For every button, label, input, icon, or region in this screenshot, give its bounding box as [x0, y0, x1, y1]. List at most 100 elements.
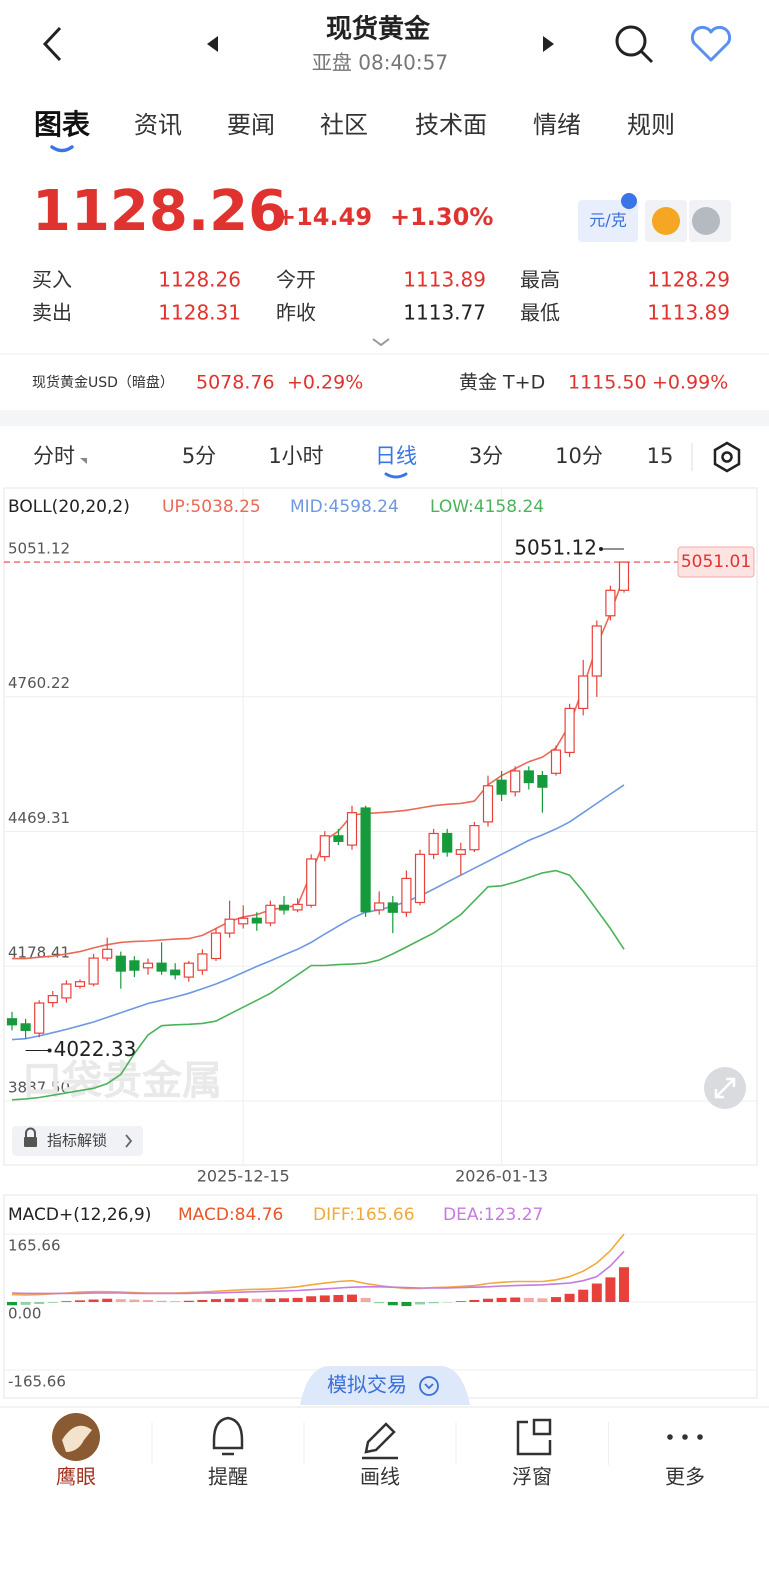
unit-button[interactable]: [578, 200, 638, 242]
stat-value: 1128.26: [158, 268, 241, 292]
nav-label[interactable]: 提醒: [208, 1465, 248, 1489]
candle-body: [170, 969, 181, 976]
y-tick-label: 5051.12: [8, 540, 70, 558]
nav-label[interactable]: 更多: [665, 1465, 705, 1489]
macd-bar: [292, 1297, 303, 1302]
candle-body: [537, 774, 548, 788]
macd-bar: [605, 1277, 616, 1302]
indicator-line: [11, 869, 625, 1101]
period[interactable]: 分时: [33, 444, 75, 468]
trade-label: 模拟交易: [327, 1373, 407, 1397]
stat-label: 买入: [32, 268, 72, 292]
macd-bar: [333, 1295, 344, 1302]
candle-body: [346, 812, 358, 846]
separator-band: [0, 410, 769, 426]
search-button[interactable]: [615, 25, 654, 64]
candle-body: [319, 835, 330, 858]
macd-bar: [75, 1300, 85, 1302]
macd-bar: [374, 1302, 385, 1304]
macd-bar: [591, 1283, 602, 1302]
related-change: +0.29%: [287, 372, 363, 394]
y-tick-label: 4760.22: [8, 674, 70, 692]
candle-body: [618, 561, 630, 591]
macd-bar: [319, 1295, 330, 1302]
expand-chevron[interactable]: [372, 338, 390, 347]
period[interactable]: 日线: [375, 444, 417, 468]
chart-frame: [3, 487, 758, 1166]
prev-button[interactable]: [207, 36, 218, 52]
chevron: [125, 1134, 133, 1148]
favorite-button[interactable]: [690, 25, 732, 62]
related-change: +0.99%: [652, 372, 728, 394]
indicator-title: MACD+(12,26,9): [8, 1205, 151, 1225]
change: +14.49: [276, 203, 372, 231]
candle-body: [442, 832, 453, 853]
draw-icon: [362, 1422, 398, 1460]
period[interactable]: 10分: [555, 444, 603, 468]
y-tick-label: 0.00: [8, 1305, 41, 1323]
more-icon: [667, 1434, 673, 1440]
nav-label[interactable]: 鹰眼: [56, 1465, 96, 1489]
unlock-button[interactable]: [12, 1126, 143, 1156]
period[interactable]: 5分: [182, 444, 216, 468]
candle-body: [278, 904, 290, 911]
tab[interactable]: 图表: [34, 108, 90, 141]
stat-label: 最高: [520, 268, 560, 292]
related-name[interactable]: 现货黄金USD（暗盘）: [32, 374, 174, 391]
related-name[interactable]: 黄金 T+D: [459, 372, 545, 394]
macd-bar: [564, 1293, 575, 1302]
macd-bar: [523, 1297, 534, 1302]
tab[interactable]: 社区: [320, 111, 368, 139]
stat-value: 1113.89: [403, 268, 486, 292]
candle-body: [496, 779, 507, 795]
stat-label: 昨收: [276, 301, 316, 325]
candle-body: [183, 962, 194, 978]
bottom-nav: 鹰眼 提醒 画线 浮窗 更多: [56, 1422, 705, 1489]
x-tick-label: 2025-12-15: [197, 1167, 290, 1186]
search-icon: [615, 25, 647, 57]
nav-label[interactable]: 画线: [360, 1465, 400, 1489]
trade-icon: [424, 1383, 434, 1390]
stats: 买入 1128.26 今开 1113.89 最高 1128.29 卖出 1128.31 昨收 11…: [32, 268, 730, 325]
indicator-line: [11, 784, 625, 1041]
candle-body: [224, 918, 235, 934]
price: 1128.26: [32, 179, 287, 244]
tab[interactable]: 要闻: [227, 111, 275, 139]
tab[interactable]: 情绪: [533, 111, 581, 139]
macd-bar: [360, 1297, 371, 1302]
macd-bar: [347, 1294, 357, 1302]
tab[interactable]: 规则: [627, 111, 675, 139]
candle-body: [6, 1018, 18, 1026]
candle-body: [292, 903, 303, 911]
next-button[interactable]: [543, 36, 554, 52]
candle-body: [61, 983, 72, 999]
nav-label[interactable]: 浮窗: [512, 1465, 552, 1489]
related-price: 1115.50: [568, 372, 647, 394]
stat-label: 今开: [276, 268, 316, 292]
period[interactable]: 15: [647, 444, 674, 468]
period[interactable]: 1小时: [268, 444, 323, 468]
candle-body: [20, 1023, 31, 1031]
candle-body: [401, 877, 412, 913]
macd-bar: [211, 1299, 221, 1302]
tab[interactable]: 资讯: [134, 111, 182, 139]
macd-bar: [251, 1298, 262, 1302]
tabs: 图表 资讯 要闻 社区 技术面 情绪 规则: [34, 108, 675, 141]
back-button[interactable]: [42, 26, 62, 62]
tab[interactable]: 技术面: [415, 111, 487, 139]
last-price-label: 5051.01: [681, 552, 751, 572]
candle-body: [74, 981, 86, 987]
stat-value: 1113.89: [647, 301, 730, 325]
macd-bar: [265, 1298, 276, 1302]
icon: [692, 207, 720, 235]
candle-body: [510, 770, 521, 793]
settings-button[interactable]: [713, 441, 741, 473]
more-icon: [682, 1434, 688, 1440]
macd-line: [11, 1250, 625, 1295]
annotation-dot: [47, 1048, 52, 1053]
period[interactable]: 3分: [469, 444, 503, 468]
macd-bar: [102, 1298, 113, 1302]
related-price: 5078.76: [196, 372, 275, 394]
eagle-icon: [62, 1425, 92, 1452]
